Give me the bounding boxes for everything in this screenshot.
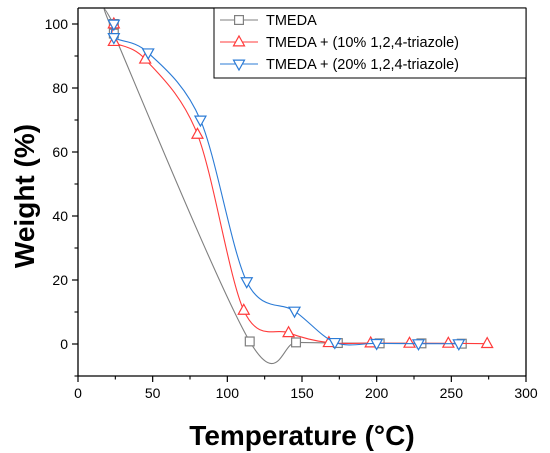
legend-marker-3	[232, 59, 246, 72]
legend-label-2: TMEDA + (10% 1,2,4-triazole)	[266, 35, 459, 51]
x-tick-label: 100	[216, 385, 240, 401]
legend-marker-1	[234, 15, 245, 26]
legend-label-1: TMEDA	[266, 13, 317, 29]
x-tick-label: 250	[440, 385, 464, 401]
series-3-point	[107, 32, 121, 45]
series-2-point	[237, 303, 251, 315]
legend-box	[213, 7, 527, 79]
x-axis-title: Temperature (°C)	[189, 420, 414, 451]
series-3-point	[370, 338, 384, 351]
series-1-point	[291, 337, 302, 348]
plot-series	[103, 8, 494, 365]
legend-marker-2	[232, 34, 246, 47]
series-3-point	[193, 115, 207, 128]
y-tick-label: 0	[60, 336, 68, 352]
series-3-point	[452, 339, 466, 351]
series-3-point	[240, 277, 254, 289]
series-3	[107, 19, 466, 351]
series-2-point	[282, 325, 296, 338]
y-tick-label: 100	[45, 16, 69, 32]
series-2-point	[480, 336, 494, 349]
x-tick-label: 200	[365, 385, 389, 401]
x-tick-label: 150	[290, 385, 314, 401]
legend-label-3: TMEDA + (20% 1,2,4-triazole)	[266, 57, 459, 73]
series-3-line	[110, 23, 459, 346]
series-3-point	[288, 306, 302, 319]
x-tick-label: 0	[74, 385, 82, 401]
series-2-point	[190, 127, 204, 139]
series-1-point	[244, 336, 255, 347]
series-2-point	[441, 336, 455, 348]
y-tick-label: 80	[52, 80, 68, 96]
series-3-point	[107, 19, 121, 32]
y-axis-title: Weight (%)	[9, 124, 40, 268]
series-2-point	[403, 336, 417, 348]
series-3-point	[411, 339, 425, 351]
y-tick-label: 20	[52, 272, 68, 288]
y-tick-label: 60	[52, 144, 68, 160]
y-tick-label: 40	[52, 208, 68, 224]
x-tick-label: 50	[145, 385, 161, 401]
series-3-point	[141, 48, 155, 61]
x-tick-label: 300	[514, 385, 538, 401]
series-3-point	[328, 337, 342, 350]
legend: TMEDA TMEDA + (10% 1,2,4-triazole) TMEDA +…	[213, 7, 527, 79]
